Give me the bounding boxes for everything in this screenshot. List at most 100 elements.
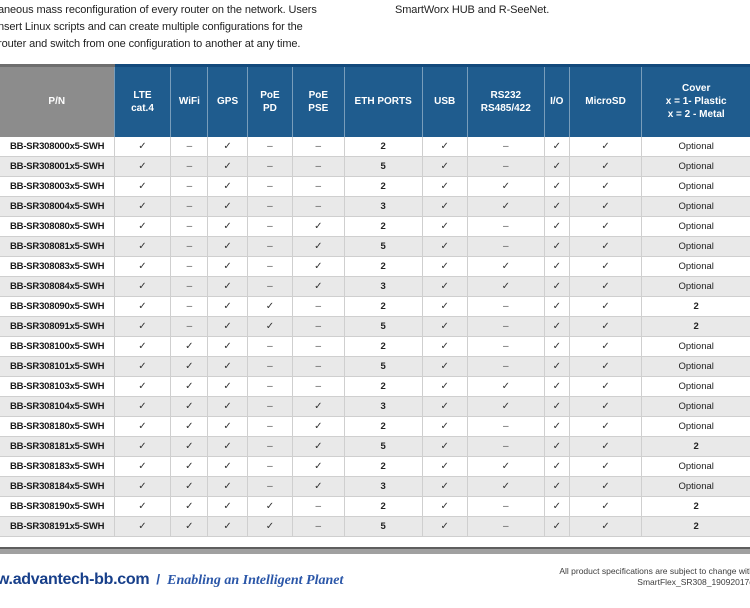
dash-cell: – [291,176,345,197]
part-number-cell: BB-SR308080x5-SWH [0,216,114,237]
check-cell: ✓ [543,276,570,297]
check-cell: ✓ [421,156,468,177]
check-cell: ✓ [291,436,345,457]
dash-cell: – [246,156,293,177]
check-cell: ✓ [568,436,642,457]
part-number-cell: BB-SR308181x5-SWH [0,436,114,457]
check-cell: ✓ [568,156,642,177]
value-cell: 2 [641,496,750,517]
check-cell: ✓ [291,276,345,297]
check-cell: ✓ [543,396,570,417]
check-cell: ✓ [421,336,468,357]
check-cell: ✓ [291,256,345,277]
check-cell: ✓ [568,216,642,237]
dash-cell: – [170,216,208,237]
footer-note: All product specifications are subject t… [559,566,750,588]
check-cell: ✓ [207,176,248,197]
dash-cell: – [466,236,545,257]
check-cell: ✓ [246,516,293,537]
check-cell: ✓ [568,276,642,297]
value-cell: Optional [641,376,750,397]
col-header-io: I/O [543,64,570,137]
dash-cell: – [170,316,208,337]
check-cell: ✓ [421,456,468,477]
intro-line: nsert Linux scripts and can create multi… [0,21,303,33]
check-cell: ✓ [291,216,345,237]
value-cell: 5 [343,356,423,377]
dash-cell: – [466,496,545,517]
col-header-poe-pd: PoE PD [246,64,293,137]
check-cell: ✓ [543,176,570,197]
check-cell: ✓ [207,516,248,537]
col-header-microsd: MicroSD [568,64,642,137]
dash-cell: – [246,136,293,157]
check-cell: ✓ [421,516,468,537]
table-row: BB-SR308083x5-SWH ✓ – ✓ – ✓ 2 ✓ ✓ ✓ ✓ Optional [0,256,750,277]
check-cell: ✓ [543,516,570,537]
check-cell: ✓ [466,476,545,497]
check-cell: ✓ [568,456,642,477]
check-cell: ✓ [113,416,171,437]
check-cell: ✓ [568,256,642,277]
check-cell: ✓ [543,216,570,237]
check-cell: ✓ [246,296,293,317]
check-cell: ✓ [207,136,248,157]
check-cell: ✓ [207,456,248,477]
value-cell: Optional [641,396,750,417]
check-cell: ✓ [543,456,570,477]
check-cell: ✓ [207,316,248,337]
slash-separator: / [156,571,161,587]
value-cell: 2 [641,316,750,337]
part-number-cell: BB-SR308190x5-SWH [0,496,114,517]
check-cell: ✓ [113,516,171,537]
dash-cell: – [291,336,345,357]
check-cell: ✓ [207,436,248,457]
dash-cell: – [246,376,293,397]
website-text: w.advantech-bb.com [0,571,150,588]
dash-cell: – [466,136,545,157]
check-cell: ✓ [170,476,208,497]
dash-cell: – [246,256,293,277]
check-cell: ✓ [421,196,468,217]
dash-cell: – [291,376,345,397]
check-cell: ✓ [291,416,345,437]
dash-cell: – [466,156,545,177]
check-cell: ✓ [466,376,545,397]
check-cell: ✓ [568,336,642,357]
value-cell: 5 [343,516,423,537]
col-header-usb: USB [421,64,468,137]
value-cell: 5 [343,436,423,457]
check-cell: ✓ [113,436,171,457]
value-cell: Optional [641,456,750,477]
check-cell: ✓ [568,396,642,417]
check-cell: ✓ [170,516,208,537]
check-cell: ✓ [568,136,642,157]
value-cell: 3 [343,476,423,497]
table-row: BB-SR308190x5-SWH ✓ ✓ ✓ ✓ –2 ✓ – ✓ ✓ 2 [0,496,750,517]
check-cell: ✓ [543,336,570,357]
check-cell: ✓ [207,336,248,357]
table-row: BB-SR308180x5-SWH ✓ ✓ ✓ – ✓ 2 ✓ – ✓ ✓ Optional [0,416,750,437]
dash-cell: – [291,136,345,157]
dash-cell: – [246,356,293,377]
check-cell: ✓ [113,176,171,197]
check-cell: ✓ [113,496,171,517]
intro-paragraph-right: SmartWorx HUB and R-SeeNet. [395,4,550,16]
table-row: BB-SR308090x5-SWH ✓ – ✓ ✓ –2 ✓ – ✓ ✓ 2 [0,296,750,317]
check-cell: ✓ [421,356,468,377]
check-cell: ✓ [207,276,248,297]
part-number-cell: BB-SR308083x5-SWH [0,256,114,277]
part-number-cell: BB-SR308003x5-SWH [0,176,114,197]
footer-divider-bar [0,547,750,554]
check-cell: ✓ [421,416,468,437]
dash-cell: – [170,196,208,217]
check-cell: ✓ [207,156,248,177]
check-cell: ✓ [246,316,293,337]
table-row: BB-SR308191x5-SWH ✓ ✓ ✓ ✓ –5 ✓ – ✓ ✓ 2 [0,516,750,537]
dash-cell: – [246,336,293,357]
col-header-rs232-rs485: RS232 RS485/422 [466,64,545,137]
table-row: BB-SR308080x5-SWH ✓ – ✓ – ✓ 2 ✓ – ✓ ✓ Optional [0,216,750,237]
check-cell: ✓ [113,476,171,497]
check-cell: ✓ [543,416,570,437]
value-cell: Optional [641,236,750,257]
